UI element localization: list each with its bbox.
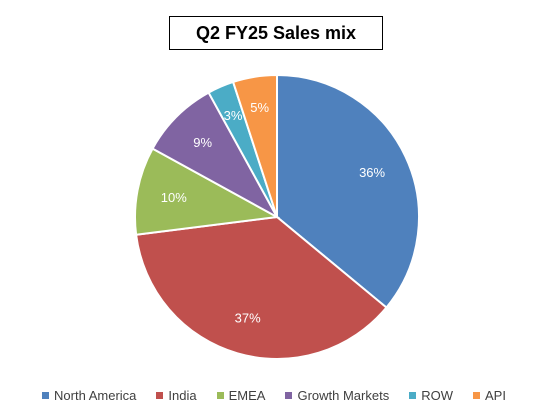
data-label-india: 37%: [235, 310, 261, 325]
legend-label: EMEA: [228, 387, 266, 403]
chart-title: Q2 FY25 Sales mix: [169, 16, 383, 50]
legend-swatch: [472, 391, 480, 399]
legend-item-india: India: [156, 387, 197, 403]
legend-label: India: [168, 387, 197, 403]
legend-label: Growth Markets: [297, 387, 390, 403]
legend-swatch: [42, 391, 50, 399]
data-label-row: 3%: [224, 108, 243, 123]
pie-slice-north-america: [276, 73, 420, 309]
data-label-north-america: 36%: [359, 165, 385, 180]
pie-slice-growth-markets: [151, 91, 280, 220]
legend-swatch: [409, 391, 417, 399]
legend-item-row: ROW: [409, 388, 453, 403]
pie-slice-emea: [134, 147, 281, 236]
data-label-emea: 10%: [161, 190, 187, 205]
data-label-growth-markets: 9%: [193, 135, 212, 150]
legend-swatch: [216, 391, 224, 399]
legend-swatch: [156, 391, 164, 399]
legend-item-north-america: North America: [42, 388, 136, 403]
chart-legend: North America India EMEA Growth Markets ROW A…: [0, 385, 548, 405]
legend-label: North America: [54, 387, 137, 403]
pie-chart: 36% 37% 10% 9% 3% 5%: [134, 73, 420, 360]
legend-item-emea: EMEA: [216, 387, 266, 403]
pie-slice-india: [135, 215, 388, 360]
legend-item-growth-markets: Growth Markets: [285, 388, 389, 403]
legend-label: API: [484, 387, 506, 403]
pie-slice-api: [231, 73, 278, 218]
legend-item-api: API: [472, 387, 506, 403]
data-label-api: 5%: [250, 100, 269, 115]
legend-swatch: [285, 391, 293, 399]
legend-label: ROW: [421, 387, 453, 403]
